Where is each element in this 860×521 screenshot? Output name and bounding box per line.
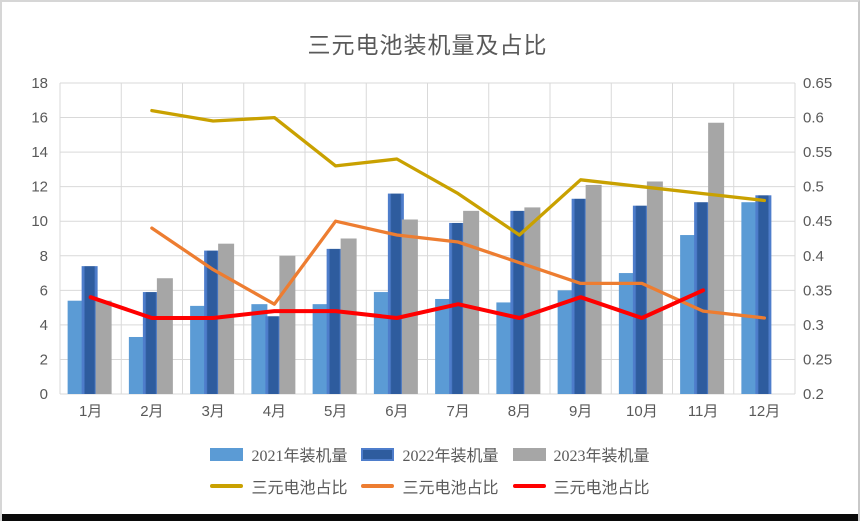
right-axis-tick: 0.45 (803, 213, 832, 230)
legend-item: 三元电池占比 (512, 474, 650, 498)
x-axis-label: 3月 (201, 403, 224, 420)
left-axis-tick: 0 (40, 386, 48, 403)
bar-2023年装机量-6月 (401, 219, 418, 394)
right-axis-tick: 0.35 (803, 282, 832, 299)
x-axis-label: 9月 (569, 403, 592, 420)
bar-2022年装机量-10月 (632, 205, 649, 394)
legend-label: 三元电池占比 (553, 480, 650, 497)
left-axis-tick: 8 (40, 248, 48, 265)
right-axis-tick: 0.55 (803, 144, 832, 161)
bar-2022年装机量-2月 (142, 292, 159, 394)
legend-label: 2021年装机量 (251, 448, 348, 465)
bar-2022年装机量-3月 (204, 250, 221, 394)
bar-2021年装机量-2月 (128, 336, 145, 394)
legend-line-swatch-icon (210, 484, 244, 488)
legend-label: 三元电池占比 (251, 480, 348, 497)
right-axis-tick: 0.25 (803, 351, 832, 368)
left-axis-tick: 2 (40, 351, 48, 368)
chart-legend: 2021年装机量 2022年装机量 2023年装机量 三元电池占比 三元电池占比 三元电池… (2, 442, 858, 498)
legend-swatch-icon (512, 447, 546, 461)
bar-2023年装机量-11月 (708, 122, 725, 394)
x-axis-label: 11月 (688, 403, 719, 420)
left-axis-tick: 18 (31, 75, 48, 92)
bar-2021年装机量-3月 (190, 305, 207, 394)
bar-2022年装机量-11月 (694, 202, 711, 394)
left-axis-tick: 10 (31, 213, 48, 230)
bar-2021年装机量-10月 (618, 273, 635, 394)
bar-2021年装机量-5月 (312, 304, 329, 394)
bar-2021年装机量-6月 (373, 292, 390, 394)
line-三元电池占比 (150, 219, 767, 320)
legend-line-swatch-icon (361, 484, 395, 488)
x-axis-label: 10月 (626, 403, 658, 420)
bar-2022年装机量-8月 (510, 210, 527, 394)
x-axis-label: 6月 (385, 403, 408, 420)
bar-2021年装机量-1月 (67, 300, 84, 394)
bottom-bar (2, 514, 858, 521)
x-axis-label: 7月 (446, 403, 469, 420)
right-axis-tick: 0.2 (803, 386, 824, 403)
bar-2022年装机量-5月 (326, 248, 343, 394)
legend-line-swatch-icon (512, 484, 546, 488)
left-axis-tick: 4 (40, 317, 48, 334)
bar-2021年装机量-11月 (680, 235, 697, 394)
bar-2021年装机量-9月 (557, 290, 574, 394)
legend-label: 三元电池占比 (402, 480, 499, 497)
bar-2023年装机量-2月 (156, 278, 173, 394)
right-axis-tick: 0.3 (803, 317, 824, 334)
legend-label: 2023年装机量 (553, 448, 650, 465)
x-axis-label: 5月 (324, 403, 347, 420)
legend-swatch-icon (210, 447, 244, 461)
plot-area: 18 0.65 16 0.6 14 0.55 12 0.5 10 0.45 8 0.4 6 0.35 4 0.… (31, 75, 832, 420)
bar-2023年装机量-3月 (218, 243, 235, 394)
bar-2021年装机量-12月 (741, 202, 758, 394)
legend-item: 2023年装机量 (512, 442, 650, 466)
right-axis-tick: 0.6 (803, 110, 824, 127)
bar-2022年装机量-6月 (387, 193, 404, 394)
bar-2022年装机量-4月 (265, 316, 282, 394)
bar-2023年装机量-5月 (340, 238, 357, 394)
bar-2023年装机量-7月 (463, 210, 480, 394)
bar-2021年装机量-8月 (496, 302, 513, 394)
x-axis-label: 4月 (263, 403, 286, 420)
legend-item: 三元电池占比 (210, 474, 347, 498)
x-axis-label: 8月 (508, 403, 531, 420)
bar-2023年装机量-9月 (585, 184, 602, 394)
bar-2023年装机量-1月 (95, 300, 112, 394)
left-axis-tick: 6 (40, 282, 48, 299)
left-axis-tick: 12 (31, 179, 48, 196)
left-axis-tick: 16 (31, 110, 48, 127)
bar-2022年装机量-12月 (755, 195, 772, 394)
right-axis-tick: 0.4 (803, 248, 824, 265)
legend-label: 2022年装机量 (402, 448, 499, 465)
x-axis-label: 12月 (749, 403, 781, 420)
legend-item: 2022年装机量 (361, 442, 499, 466)
right-axis-tick: 0.65 (803, 75, 832, 92)
bar-2021年装机量-7月 (435, 298, 452, 394)
left-axis-tick: 14 (31, 144, 48, 161)
chart-title: 三元电池装机量及占比 (307, 33, 548, 58)
bar-2023年装机量-8月 (524, 207, 541, 394)
x-axis-label: 1月 (79, 403, 102, 420)
legend-item: 2021年装机量 (210, 442, 347, 466)
bar-2022年装机量-7月 (449, 222, 466, 394)
legend-row-lines: 三元电池占比 三元电池占比 三元电池占比 (210, 474, 650, 498)
legend-swatch-icon (361, 447, 395, 461)
line-三元电池占比 (88, 288, 706, 320)
legend-row-bars: 2021年装机量 2022年装机量 2023年装机量 (210, 442, 650, 466)
line-三元电池占比 (150, 108, 767, 237)
legend-item: 三元电池占比 (361, 474, 499, 498)
x-axis-label: 2月 (140, 403, 163, 420)
right-axis-tick: 0.5 (803, 179, 824, 196)
bar-2022年装机量-1月 (81, 266, 98, 394)
bar-2021年装机量-4月 (251, 304, 268, 394)
